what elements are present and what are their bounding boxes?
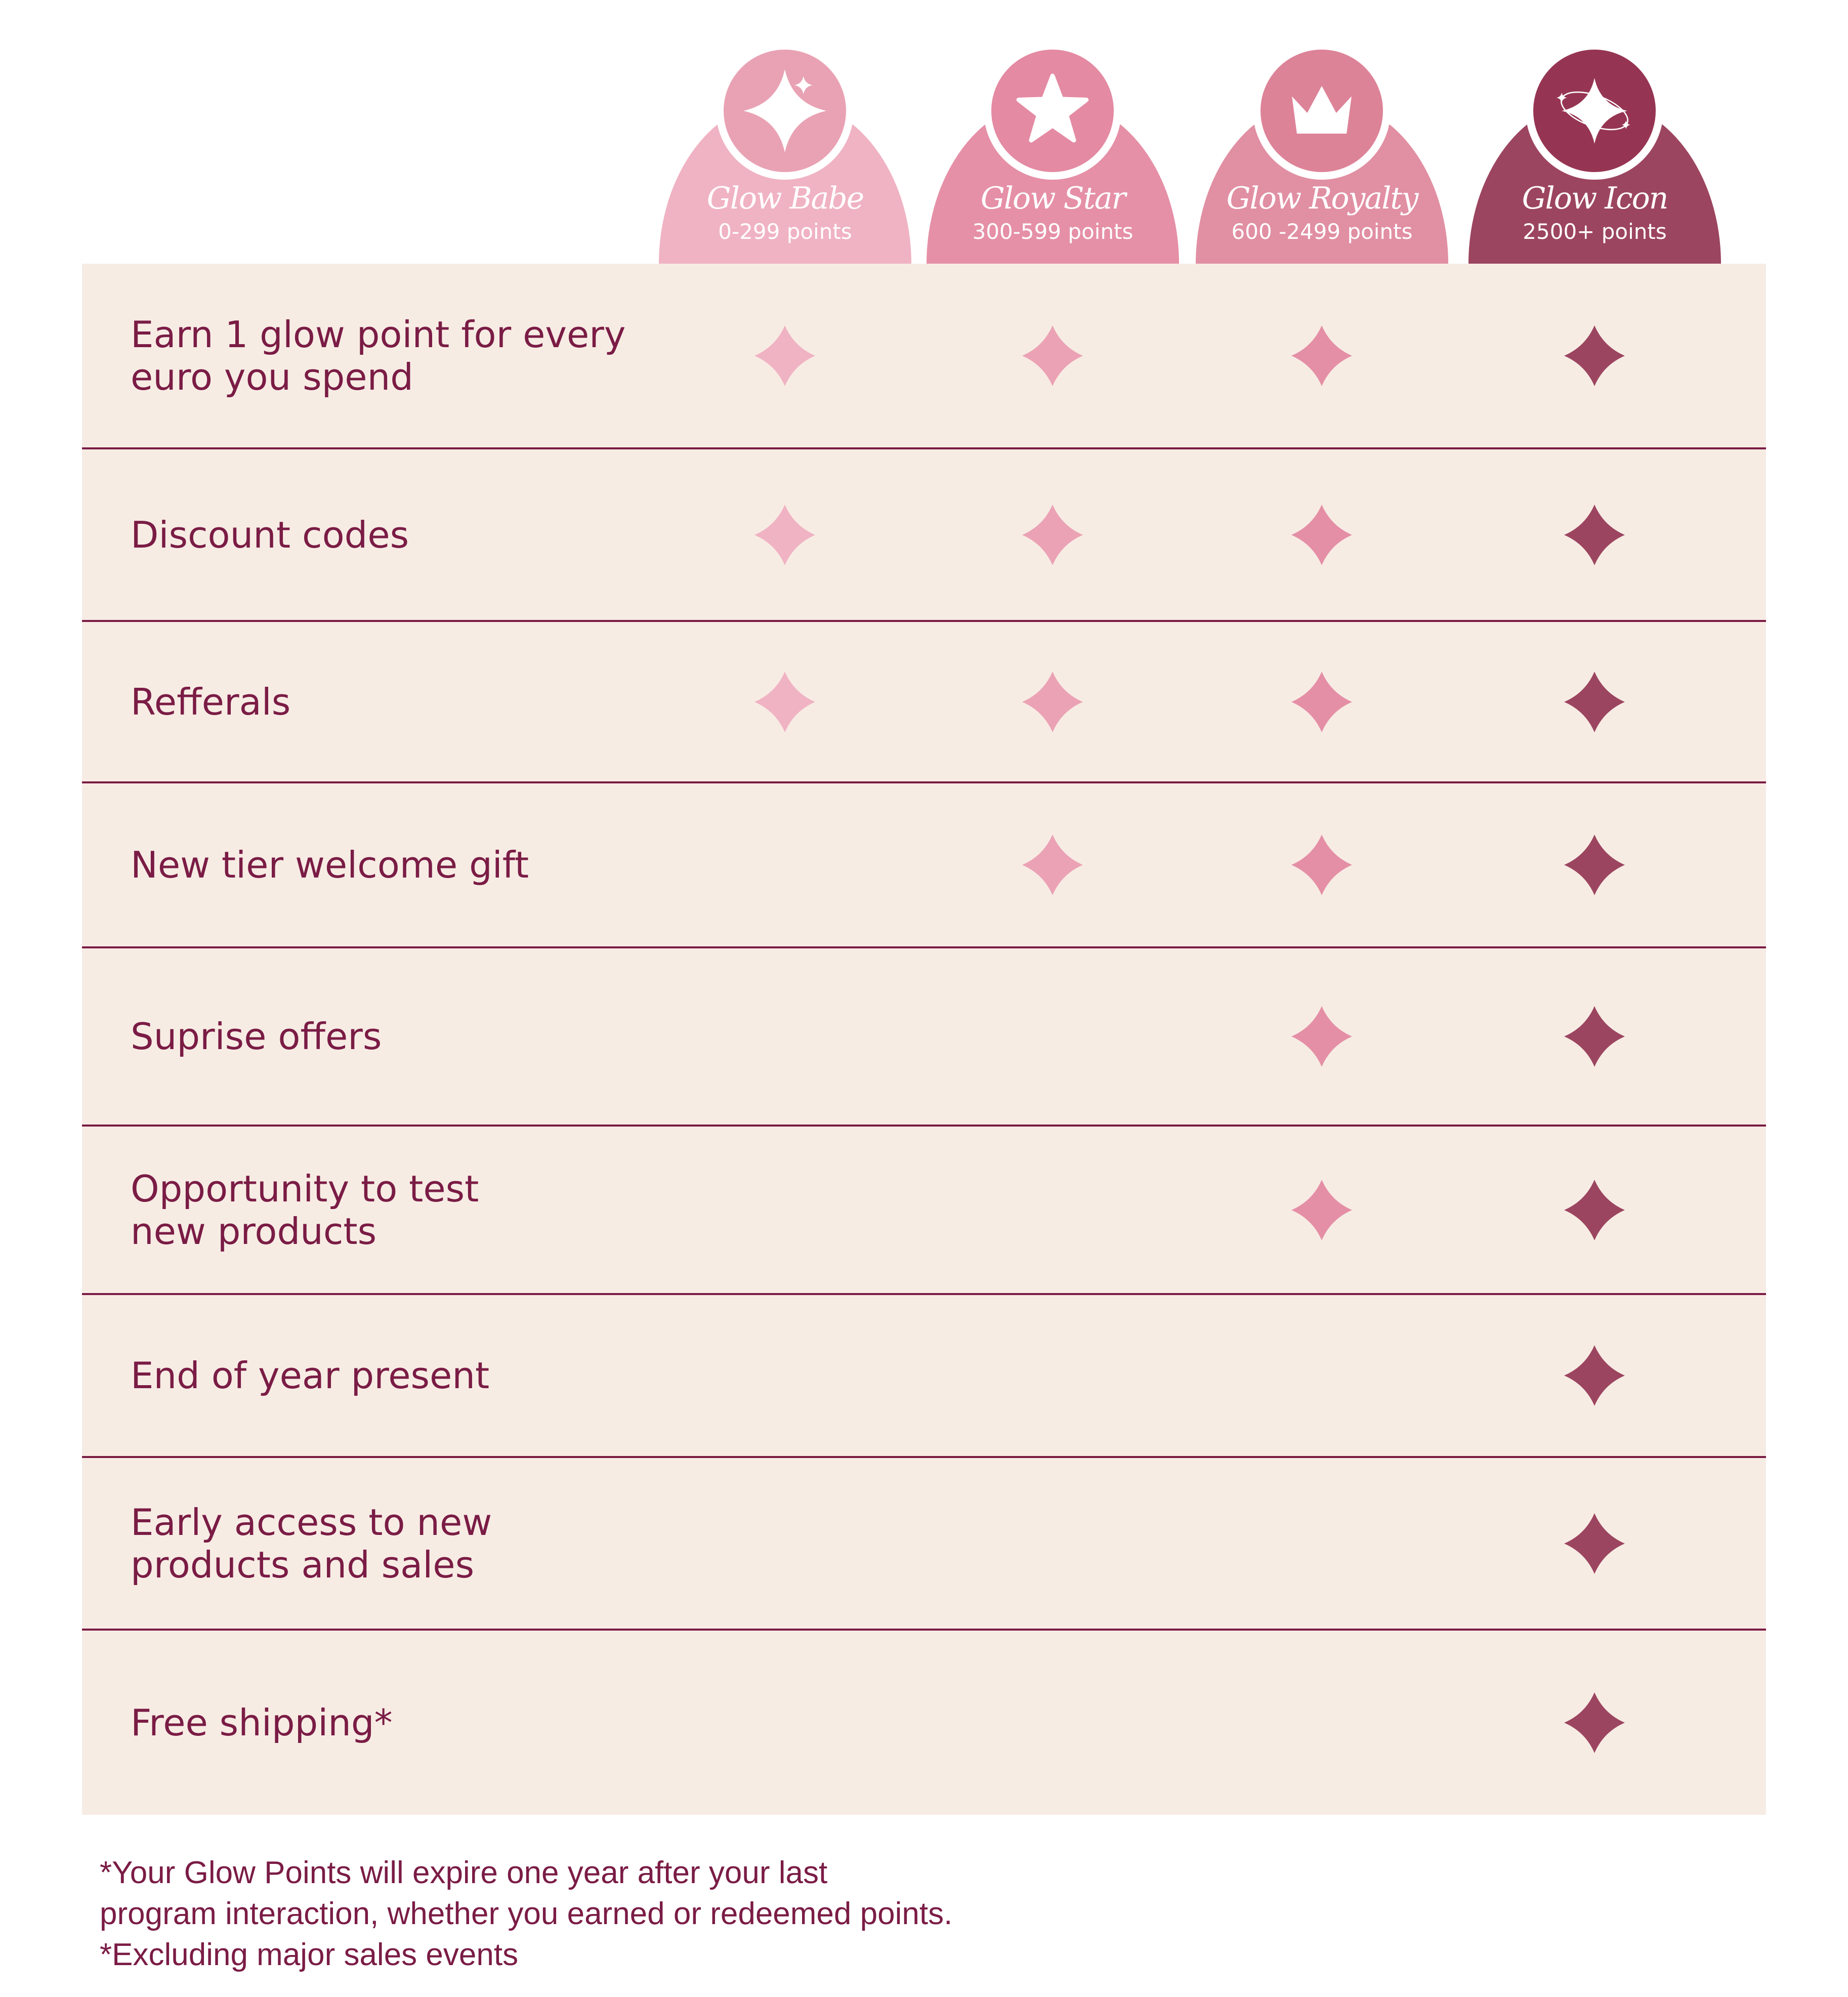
- included-sparkle-icon: [1291, 325, 1352, 386]
- included-sparkle-icon: [1291, 1006, 1352, 1067]
- tier-points: 600 -2499 points: [1231, 219, 1413, 244]
- included-sparkle-icon: [1564, 1692, 1625, 1753]
- footnote-line: *Excluding major sales events: [100, 1937, 519, 1972]
- footnote-line: program interaction, whether you earned …: [100, 1896, 953, 1931]
- tier-name: Glow Icon: [1522, 181, 1669, 216]
- benefit-row: Opportunity to test new products: [82, 1127, 1766, 1295]
- tier-points: 300-599 points: [972, 219, 1133, 244]
- benefit-label: Earn 1 glow point for every euro you spe…: [131, 313, 626, 398]
- included-sparkle-icon: [1564, 1513, 1625, 1574]
- tier-name: Glow Babe: [706, 181, 864, 216]
- benefit-row: Suprise offers: [82, 948, 1766, 1127]
- included-sparkle-icon: [1291, 504, 1352, 565]
- tier-name: Glow Royalty: [1226, 181, 1419, 216]
- included-sparkle-icon: [1291, 835, 1352, 895]
- benefit-label: End of year present: [131, 1354, 490, 1397]
- benefit-row: End of year present: [82, 1295, 1766, 1458]
- benefit-label: Free shipping*: [131, 1701, 393, 1744]
- benefit-label: Opportunity to test new products: [131, 1167, 479, 1253]
- benefit-label: Suprise offers: [131, 1015, 382, 1058]
- included-sparkle-icon: [1022, 504, 1083, 565]
- benefit-row: Discount codes: [82, 449, 1766, 622]
- benefit-label: New tier welcome gift: [131, 844, 529, 886]
- included-sparkle-icon: [1564, 325, 1625, 386]
- included-sparkle-icon: [1291, 1179, 1352, 1240]
- benefit-label: Refferals: [131, 680, 291, 723]
- included-sparkle-icon: [1564, 1345, 1625, 1406]
- benefit-row: New tier welcome gift: [82, 783, 1766, 948]
- benefit-label: Early access to new products and sales: [131, 1501, 492, 1586]
- footnote-line: *Your Glow Points will expire one year a…: [100, 1855, 828, 1890]
- orbit-sparkle-icon: [1526, 42, 1663, 180]
- benefit-row: Earn 1 glow point for every euro you spe…: [82, 264, 1766, 449]
- crown-icon: [1253, 42, 1391, 180]
- benefit-row: Early access to new products and sales: [82, 1458, 1766, 1631]
- included-sparkle-icon: [1564, 671, 1625, 732]
- tier-name: Glow Star: [980, 181, 1126, 216]
- included-sparkle-icon: [1564, 835, 1625, 895]
- included-sparkle-icon: [1022, 325, 1083, 386]
- included-sparkle-icon: [754, 504, 815, 565]
- benefits-table: Earn 1 glow point for every euro you spe…: [82, 264, 1766, 1815]
- included-sparkle-icon: [1291, 671, 1352, 732]
- included-sparkle-icon: [754, 671, 815, 732]
- tier-points: 0-299 points: [718, 219, 852, 244]
- star-icon: [984, 42, 1121, 180]
- benefit-row: Refferals: [82, 622, 1766, 783]
- benefit-label: Discount codes: [131, 513, 409, 556]
- included-sparkle-icon: [754, 325, 815, 386]
- included-sparkle-icon: [1022, 835, 1083, 895]
- footnotes: *Your Glow Points will expire one year a…: [100, 1852, 952, 1975]
- included-sparkle-icon: [1564, 504, 1625, 565]
- included-sparkle-icon: [1022, 671, 1083, 732]
- included-sparkle-icon: [1564, 1179, 1625, 1240]
- included-sparkle-icon: [1564, 1006, 1625, 1067]
- tier-points: 2500+ points: [1523, 219, 1667, 244]
- benefit-row: Free shipping*: [82, 1631, 1766, 1815]
- sparkle-icon: [716, 42, 854, 180]
